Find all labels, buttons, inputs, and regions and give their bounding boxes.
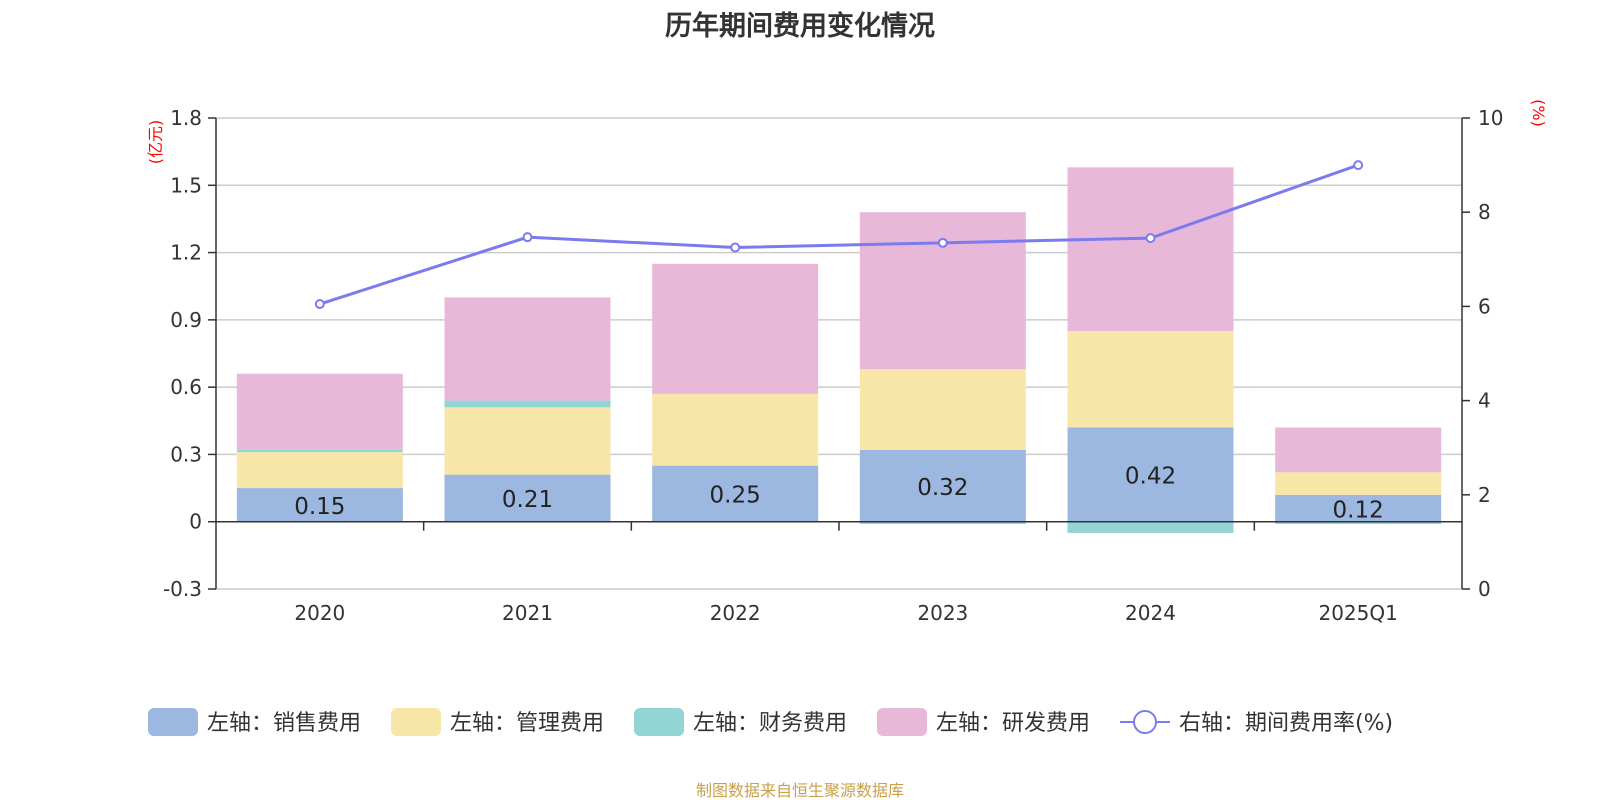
bar-segment bbox=[1067, 427, 1234, 522]
bar-segment bbox=[444, 297, 611, 401]
bar-segment bbox=[1067, 167, 1234, 332]
x-tick-label: 2022 bbox=[710, 601, 761, 625]
rate-point bbox=[1353, 160, 1364, 171]
rate-point bbox=[937, 237, 948, 248]
right-tick-label: 6 bbox=[1478, 294, 1491, 318]
rate-point bbox=[730, 242, 741, 253]
legend-swatch bbox=[148, 708, 198, 736]
right-tick-label: 8 bbox=[1478, 200, 1491, 224]
left-tick-label: 0.3 bbox=[170, 442, 202, 466]
bar-segment bbox=[652, 465, 819, 522]
bar-segment bbox=[859, 212, 1026, 370]
bar-segment bbox=[236, 452, 403, 489]
bars-layer bbox=[236, 167, 1442, 533]
rate-point bbox=[522, 232, 533, 243]
x-tick-label: 2023 bbox=[917, 601, 968, 625]
data-label: 0.21 bbox=[502, 487, 553, 513]
source-note: 制图数据来自恒生聚源数据库 bbox=[695, 781, 904, 800]
bar-segment bbox=[444, 400, 611, 408]
x-tick-label: 2024 bbox=[1125, 601, 1176, 625]
left-tick-label: 1.2 bbox=[170, 241, 202, 265]
bar-segment bbox=[859, 449, 1026, 522]
right-axis-unit: (%) bbox=[1529, 99, 1548, 127]
data-label: 0.42 bbox=[1125, 464, 1176, 490]
bar-segment bbox=[1067, 521, 1234, 533]
bar-segment bbox=[1067, 331, 1234, 428]
left-axis-unit: (亿元) bbox=[146, 120, 165, 165]
bar-segment bbox=[859, 521, 1026, 524]
line-layer bbox=[314, 160, 1364, 310]
axes-layer: -0.3 0 0.3 0.6 0.9 1.2 1.5 1.8 0 2 4 6 8 10 (亿元) (%) 202… bbox=[146, 99, 1548, 625]
left-tick-label: 0 bbox=[189, 510, 202, 534]
bar-segment bbox=[444, 407, 611, 475]
data-label: 0.12 bbox=[1333, 497, 1384, 523]
grid-layer bbox=[216, 117, 1462, 590]
x-tick-label: 2025Q1 bbox=[1318, 601, 1397, 625]
data-label: 0.32 bbox=[917, 475, 968, 501]
right-tick-label: 4 bbox=[1478, 389, 1491, 413]
x-tick-label: 2021 bbox=[502, 601, 553, 625]
right-tick-label: 2 bbox=[1478, 483, 1491, 507]
left-tick-label: 1.5 bbox=[170, 173, 202, 197]
bar-segment bbox=[652, 393, 819, 466]
bar-segment bbox=[1275, 494, 1442, 522]
right-tick-label: 10 bbox=[1478, 106, 1503, 130]
bar-segment bbox=[1275, 521, 1442, 524]
legend-swatch bbox=[877, 708, 927, 736]
x-tick-label: 2020 bbox=[294, 601, 345, 625]
left-tick-label: 0.9 bbox=[170, 308, 202, 332]
left-tick-label: -0.3 bbox=[163, 577, 202, 601]
legend-swatch bbox=[391, 708, 441, 736]
rate-line bbox=[319, 163, 1359, 306]
chart-title: 历年期间费用变化情况 bbox=[665, 11, 935, 42]
left-tick-label: 0.6 bbox=[170, 375, 202, 399]
data-label: 0.25 bbox=[710, 483, 761, 509]
legend-label: 左轴：销售费用 bbox=[207, 711, 361, 736]
legend-label: 右轴：期间费用率(%) bbox=[1179, 711, 1393, 736]
bar-segment bbox=[652, 263, 819, 394]
legend-label: 左轴：管理费用 bbox=[450, 711, 604, 736]
legend-label: 左轴：财务费用 bbox=[693, 711, 847, 736]
bar-segment bbox=[1275, 427, 1442, 473]
rate-point bbox=[314, 299, 325, 310]
rate-point bbox=[1145, 233, 1156, 244]
legend: 左轴：销售费用 左轴：管理费用 左轴：财务费用 左轴：研发费用 右轴：期间费用率(%) bbox=[148, 708, 1393, 736]
legend-label: 左轴：研发费用 bbox=[936, 711, 1090, 736]
bar-segment bbox=[236, 449, 403, 453]
bar-segment bbox=[859, 369, 1026, 450]
bar-segment bbox=[236, 488, 403, 522]
left-tick-label: 1.8 bbox=[170, 106, 202, 130]
data-label: 0.15 bbox=[294, 494, 345, 520]
right-tick-label: 0 bbox=[1478, 577, 1491, 601]
legend-marker-swatch bbox=[1133, 710, 1157, 734]
bar-segment bbox=[444, 474, 611, 522]
bar-segment bbox=[236, 373, 403, 450]
bar-segment bbox=[1275, 472, 1442, 495]
labels-layer: 0.15 0.21 0.25 0.32 0.42 0.12 bbox=[294, 464, 1384, 524]
legend-swatch bbox=[634, 708, 684, 736]
